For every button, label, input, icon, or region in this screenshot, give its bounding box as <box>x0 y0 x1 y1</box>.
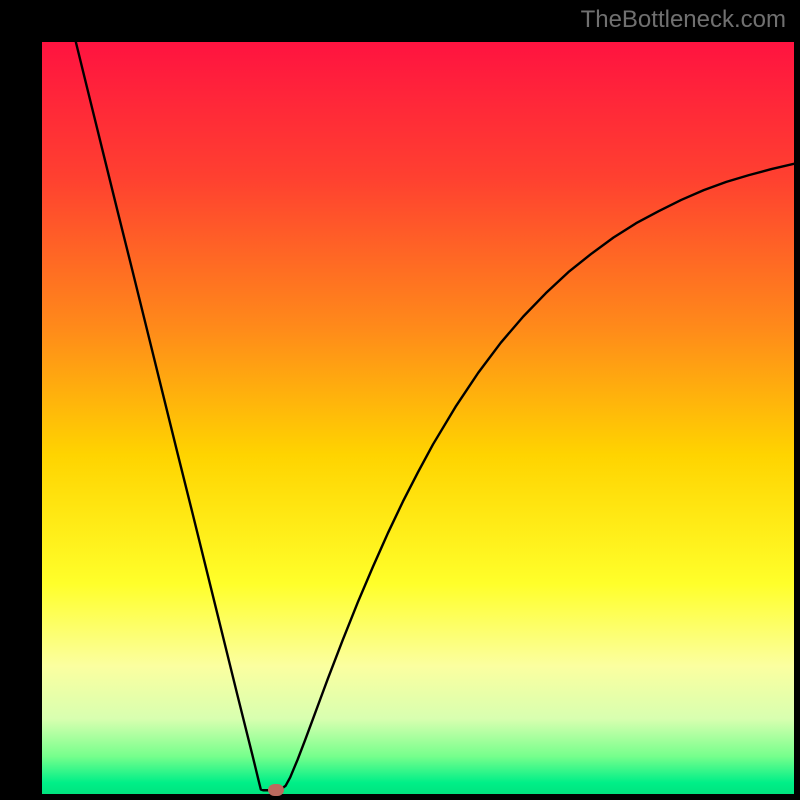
watermark-text: TheBottleneck.com <box>581 6 786 34</box>
chart-stage: TheBottleneck.com <box>0 0 800 800</box>
min-marker <box>268 784 284 796</box>
plot-area <box>42 42 794 794</box>
